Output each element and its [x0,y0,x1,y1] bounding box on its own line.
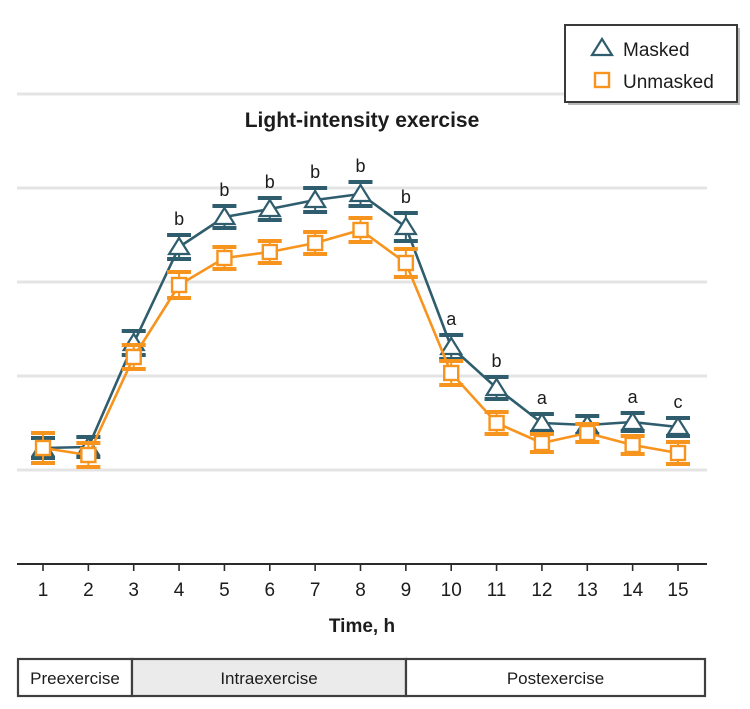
significance-letter: b [401,187,411,207]
x-tick-label: 9 [401,580,412,601]
chart-title: Light-intensity exercise [245,109,480,132]
significance-letter: b [355,156,365,176]
square-marker [306,234,324,252]
legend-label-unmasked: Unmasked [623,72,714,93]
x-tick-label: 13 [577,580,598,601]
series-layer [31,180,690,469]
significance-letter: a [628,387,639,407]
significance-letter: b [174,209,184,229]
square-marker [624,436,641,454]
triangle-icon [590,36,614,57]
point-labels-layer: b b b b b b a b a a c [174,156,682,412]
triangle-marker [257,197,282,218]
triangle-marker [167,235,192,256]
x-tick-label: 2 [83,580,94,601]
x-tick-label: 1 [38,580,49,601]
x-axis-label: Time, h [329,616,395,637]
significance-letter: b [265,172,275,192]
x-tick-label: 12 [531,580,552,601]
legend: Masked Unmasked [564,24,740,105]
x-tick-label: 7 [310,580,321,601]
square-marker [669,444,687,462]
x-tick-label: 14 [622,580,644,601]
triangle-marker [303,188,328,209]
x-tick-label: 3 [128,580,139,601]
square-marker [352,221,369,239]
x-tick-label: 4 [174,580,185,601]
square-marker [170,276,188,294]
square-marker [216,249,233,267]
significance-letter: a [537,388,548,408]
square-marker [125,348,142,366]
x-axis: 1 2 3 4 5 6 7 8 9 10 11 12 13 14 15 [17,563,707,601]
significance-letter: b [219,180,229,200]
x-tick-label: 15 [667,580,688,601]
significance-letter: c [673,392,682,412]
square-marker [579,424,596,442]
triangle-marker [348,182,373,203]
significance-letter: b [492,351,502,371]
triangle-marker [439,335,464,356]
x-tick-label: 11 [487,580,507,601]
legend-label-masked: Masked [623,40,690,61]
triangle-marker [212,205,237,226]
legend-box [564,24,738,103]
triangle-marker [620,410,645,431]
phase-bar: Preexercise Intraexercise Postexercise [16,657,707,698]
series-unmasked [31,216,690,469]
square-marker [34,439,52,457]
gridlines-layer [17,92,707,472]
triangle-marker [666,415,690,436]
x-tick-label: 10 [441,580,462,601]
square-marker [488,414,505,432]
x-tick-label: 6 [264,580,275,601]
phase-label: Postexercise [507,669,604,688]
square-marker [397,254,415,272]
square-marker [443,364,460,382]
significance-letter: b [310,162,320,182]
x-tick-label: 8 [355,580,366,601]
x-tick-label: 5 [219,580,230,601]
phase-label: Preexercise [30,669,120,688]
square-marker [533,434,551,452]
triangle-marker [393,215,418,236]
triangle-marker [529,411,554,432]
significance-letter: a [446,309,457,329]
phase-label: Intraexercise [220,669,317,688]
square-icon [593,71,611,89]
triangle-marker [484,376,509,397]
square-marker [80,446,97,464]
phase-box-postexercise [404,657,707,698]
square-marker [261,243,278,261]
